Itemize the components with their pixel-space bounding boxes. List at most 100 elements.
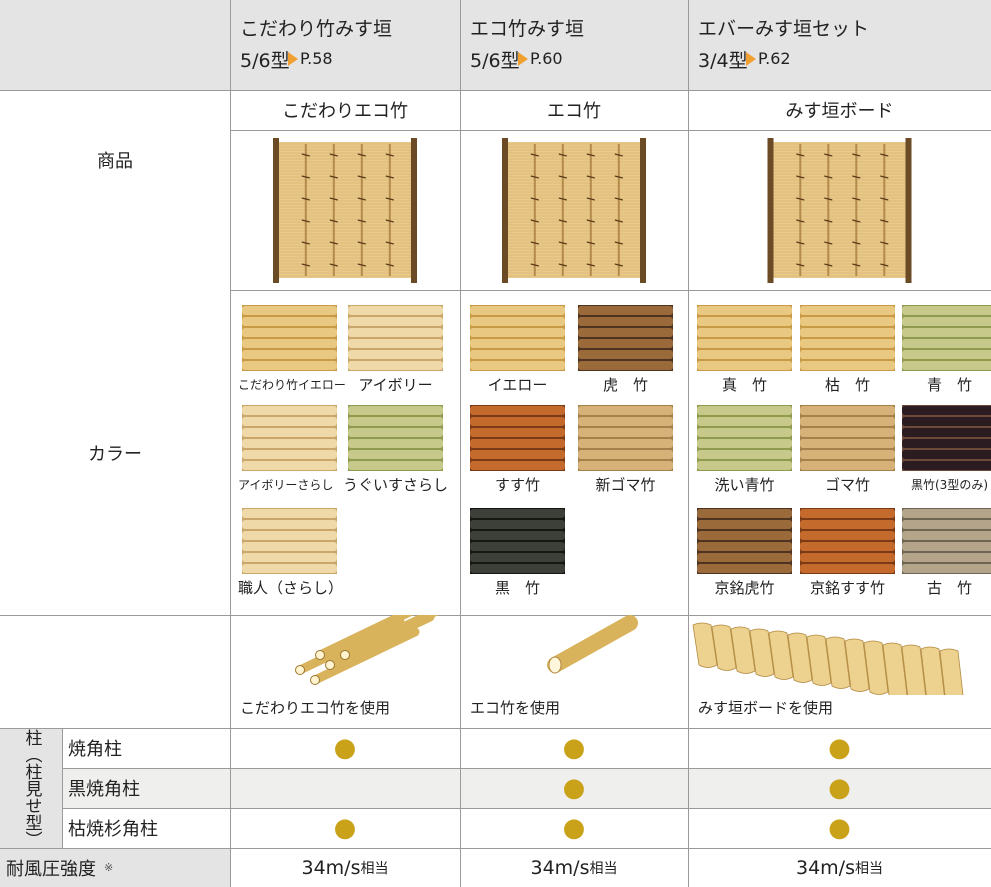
material-caption: エコ竹を使用 xyxy=(470,699,561,717)
row-line xyxy=(0,728,991,729)
color-name: 京銘虎竹 xyxy=(714,578,775,597)
row-label: 黒焼角柱 xyxy=(68,779,140,800)
wind-unit: 相当 xyxy=(855,860,883,877)
page-link[interactable]: P.62 xyxy=(758,49,791,68)
color-swatch xyxy=(800,405,895,471)
row-label: 商品 xyxy=(97,151,133,172)
row-line xyxy=(230,290,991,291)
material-image xyxy=(547,615,638,674)
row-line xyxy=(62,808,991,809)
material-cell xyxy=(460,615,688,728)
column-title: エバーみす垣セット xyxy=(698,18,870,40)
col-line xyxy=(62,728,63,848)
wind-speed: 34m/s xyxy=(530,856,590,879)
column-model: 3/4型 xyxy=(698,50,748,72)
gray-row-bg xyxy=(62,768,991,808)
page-link[interactable]: P.58 xyxy=(300,49,333,68)
product-name: みす垣ボード xyxy=(785,101,894,122)
wind-value: 34m/s 相当 xyxy=(230,848,460,887)
column-title: エコ竹みす垣 xyxy=(470,18,585,40)
header-bg xyxy=(0,0,991,90)
availability-dot: ● xyxy=(828,733,851,763)
color-swatch xyxy=(697,508,792,574)
row-line xyxy=(230,130,991,131)
material-image xyxy=(692,622,964,695)
color-swatch xyxy=(902,508,991,574)
color-name: イエロー xyxy=(487,375,548,394)
page-link[interactable]: P.60 xyxy=(530,49,563,68)
wind-unit: 相当 xyxy=(589,860,618,877)
material-image xyxy=(295,615,439,685)
color-name: 古 竹 xyxy=(926,578,972,597)
color-name: すす竹 xyxy=(494,475,540,494)
color-name: アイボリー xyxy=(358,375,433,394)
color-name: 青 竹 xyxy=(926,375,972,394)
product-cell xyxy=(460,130,688,290)
col-line xyxy=(230,0,231,887)
color-name: ゴマ竹 xyxy=(824,475,870,494)
wind-speed: 34m/s xyxy=(796,856,855,879)
product-cell xyxy=(688,130,991,290)
color-name: 洗い青竹 xyxy=(714,475,775,494)
row-line xyxy=(0,848,991,849)
color-swatch xyxy=(902,305,991,371)
material-cell xyxy=(230,615,460,728)
color-swatch xyxy=(242,305,337,371)
wind-value: 34m/s 相当 xyxy=(688,848,991,887)
availability-dot: ● xyxy=(828,813,851,843)
link-arrow[interactable] xyxy=(288,52,298,66)
row-label: 枯焼杉角柱 xyxy=(68,819,158,840)
availability-dot: ● xyxy=(562,773,586,803)
row-line xyxy=(0,615,991,616)
color-swatch xyxy=(348,405,443,471)
color-name: 新ゴマ竹 xyxy=(595,475,656,494)
availability-dot: ● xyxy=(828,773,851,803)
color-swatch xyxy=(578,305,673,371)
note-mark: ※ xyxy=(104,861,114,874)
color-name: 虎 竹 xyxy=(602,375,648,394)
product-cell xyxy=(230,130,460,290)
color-swatch xyxy=(470,305,565,371)
product-name: こだわりエコ竹 xyxy=(282,101,408,122)
color-swatch xyxy=(800,508,895,574)
material-cell xyxy=(688,615,991,728)
pillar-group-bg xyxy=(0,728,62,848)
availability-dot: ● xyxy=(333,733,357,763)
wind-unit: 相当 xyxy=(360,860,389,877)
color-swatch xyxy=(697,405,792,471)
link-arrow[interactable] xyxy=(746,52,756,66)
material-caption: みす垣ボードを使用 xyxy=(698,699,834,717)
color-name: 職人（さらし） xyxy=(238,578,344,597)
row-label: 柱（柱見せ型） xyxy=(21,728,42,848)
link-arrow[interactable] xyxy=(518,52,528,66)
availability-dot: ● xyxy=(333,813,357,843)
column-model: 5/6型 xyxy=(240,50,290,72)
material-caption: こだわりエコ竹を使用 xyxy=(240,699,391,717)
color-swatch xyxy=(697,305,792,371)
color-name: アイボリーさらし xyxy=(238,477,334,492)
row-line xyxy=(0,90,991,91)
color-name: 黒竹(3型のみ) xyxy=(911,477,988,492)
color-name: 真 竹 xyxy=(721,375,767,394)
wind-speed: 34m/s xyxy=(301,856,361,879)
wind-label-bg xyxy=(0,848,230,887)
product-name: エコ竹 xyxy=(547,101,601,122)
color-swatch xyxy=(470,405,565,471)
color-name: うぐいすさらし xyxy=(343,475,449,494)
product-image xyxy=(502,138,646,283)
color-swatch xyxy=(902,405,991,471)
color-name: 枯 竹 xyxy=(824,375,870,394)
row-label: カラー xyxy=(88,443,142,465)
availability-dot: ● xyxy=(562,813,586,843)
color-name: 黒 竹 xyxy=(494,578,540,597)
row-label: 焼角柱 xyxy=(68,739,122,760)
col-line xyxy=(688,0,689,887)
column-model: 5/6型 xyxy=(470,50,520,72)
color-swatch xyxy=(470,508,565,574)
color-swatch xyxy=(242,508,337,574)
product-image xyxy=(767,138,912,283)
color-swatch xyxy=(242,405,337,471)
wind-value: 34m/s 相当 xyxy=(460,848,688,887)
product-image xyxy=(273,138,417,283)
